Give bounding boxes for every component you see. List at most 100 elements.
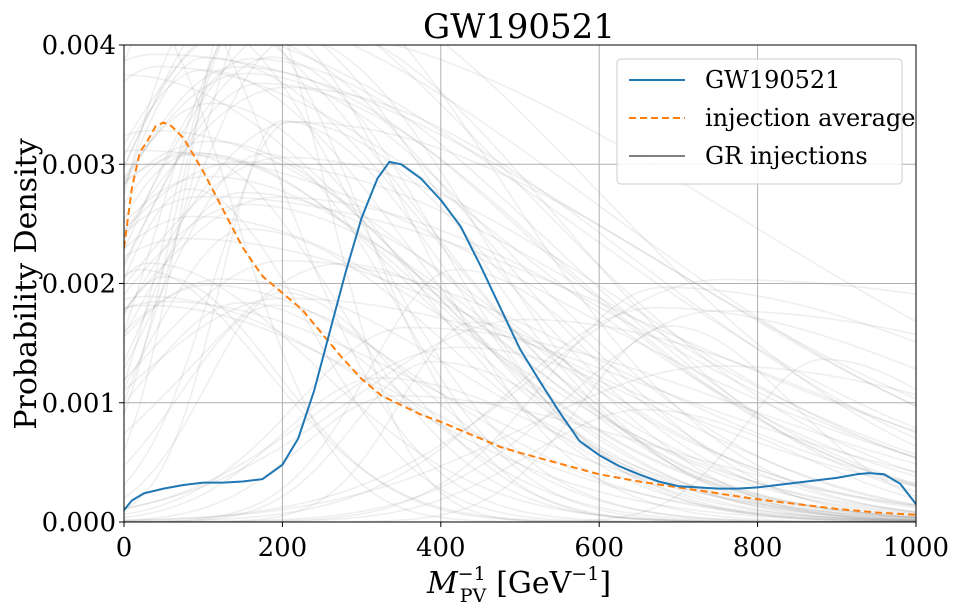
legend-box [616, 58, 903, 185]
gr-injection-line [124, 45, 916, 522]
x-axis-symbol: M [426, 566, 459, 601]
x-axis-units-exponent: −1 [571, 563, 599, 585]
gr-injection-line [124, 394, 916, 522]
gr-injection-line [124, 278, 916, 519]
gr-injection-line [124, 365, 916, 522]
gr-injection-line [124, 69, 916, 522]
gr-injection-line [124, 191, 916, 509]
gr-injection-line [124, 268, 916, 522]
y-tick-label: 0.003 [42, 150, 116, 180]
gr-injection-line [124, 45, 916, 493]
gr-injection-line [124, 121, 916, 407]
gr-injection-line [124, 56, 916, 522]
gr-injection-line [124, 72, 916, 507]
y-tick-label: 0.002 [42, 270, 116, 300]
gr-injection-line [351, 45, 916, 407]
gr-injection-line [124, 151, 916, 519]
gr-injection-line [124, 152, 916, 521]
gr-injection-line [124, 175, 916, 515]
gr-injection-line [124, 65, 916, 477]
gr-injection-line [124, 156, 916, 459]
gr-injection-line [124, 228, 916, 522]
gr-injection-line [124, 300, 916, 519]
injection-average-line [124, 121, 916, 516]
gr-injection-line [124, 53, 916, 400]
legend-label: injection average [705, 104, 916, 132]
legend-label: GW190521 [705, 66, 840, 94]
x-tick-label: 400 [416, 533, 466, 563]
gr-injection-line [124, 304, 916, 522]
gr-injection-line [124, 278, 916, 522]
gr-injection-line [124, 86, 916, 440]
gr-injection-line [124, 45, 916, 519]
gr-injection-line [124, 295, 916, 522]
gr-injection-line [124, 318, 916, 510]
gr-injection-line [124, 66, 916, 487]
y-tick-label: 0.004 [42, 31, 116, 61]
gr-injection-line [124, 149, 916, 458]
gr-injection-line [124, 45, 916, 522]
x-axis-units-close: ] [599, 566, 611, 601]
gr-injection-line [124, 196, 916, 459]
gr-injection-line [124, 262, 916, 520]
gr-injection-line [375, 45, 916, 474]
x-tick-label: 0 [116, 533, 133, 563]
gr-injection-line [124, 45, 916, 521]
y-axis-title: Probability Density [9, 138, 44, 429]
legend-label: GR injections [705, 142, 868, 170]
x-axis-units: [GeV [496, 566, 572, 601]
gr-injection-line [124, 306, 916, 522]
gr-injection-line [124, 284, 916, 522]
gr-injection-line [124, 268, 916, 522]
gr-injection-line [124, 161, 916, 456]
gr-injection-line [124, 188, 916, 522]
gr-injection-line [124, 325, 916, 522]
gr-injection-line [124, 74, 916, 518]
gr-injection-line [124, 276, 916, 522]
x-axis-title: M−1 PV [GeV−1] [426, 563, 611, 607]
gr-injection-line [223, 45, 916, 522]
y-tick-label: 0.001 [42, 389, 116, 419]
gr-injection-line [124, 326, 916, 516]
gr-injection-line [124, 120, 916, 517]
gr-injection-line [124, 119, 916, 522]
gr-injection-line [124, 215, 916, 513]
gr-injection-line [124, 360, 916, 522]
gr-injection-line [124, 297, 916, 473]
gr-injection-line [124, 45, 916, 513]
gr-injection-line [124, 82, 916, 487]
x-axis-symbol-subscript: PV [460, 585, 487, 607]
gr-injection-line [124, 321, 916, 522]
gw190521-line [124, 160, 916, 511]
gr-injections-layer [124, 45, 916, 522]
series-layer [124, 121, 916, 516]
x-tick-label: 800 [733, 533, 783, 563]
x-axis-symbol-exponent: −1 [458, 563, 486, 585]
gr-injection-line [124, 129, 916, 507]
gr-injection-line [124, 140, 916, 521]
gr-injection-line [124, 45, 916, 323]
gr-injection-line [124, 45, 916, 522]
gr-injection-line [124, 237, 916, 487]
y-tick-label: 0.000 [42, 508, 116, 538]
gr-injection-line [124, 195, 916, 433]
gr-injection-line [124, 45, 916, 447]
gr-injection-line [124, 346, 916, 510]
legend: GW190521 injection average GR injections [616, 58, 916, 185]
gr-injection-line [275, 45, 916, 430]
legend-entries: GW190521 injection average GR injections [629, 66, 916, 170]
gr-injection-line [124, 57, 916, 485]
gr-injection-line [124, 377, 916, 522]
x-tick-label: 600 [574, 533, 624, 563]
x-tick-label: 1000 [883, 533, 949, 563]
gr-injection-line [124, 304, 916, 522]
gr-injection-line [124, 45, 916, 522]
gr-injection-line [124, 102, 916, 522]
x-tick-label: 200 [258, 533, 308, 563]
ticks-layer: 0 200 400 600 800 1000 0.000 0.001 0.002 0.003 0.0… [42, 31, 950, 563]
gr-injection-line [124, 309, 916, 522]
gr-injection-line [124, 56, 916, 519]
gr-injection-line [124, 45, 916, 514]
chart-title: GW190521 [423, 7, 615, 47]
